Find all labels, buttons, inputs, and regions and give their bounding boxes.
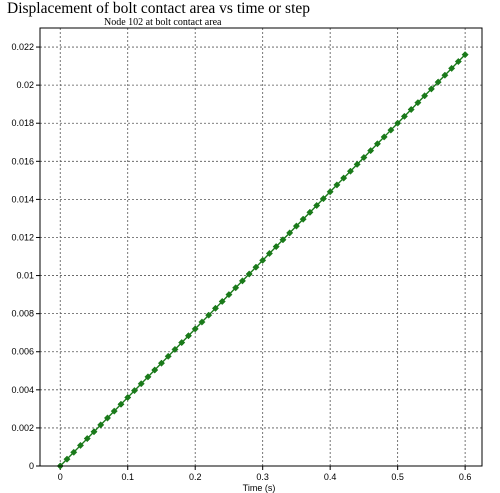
data-point	[373, 140, 381, 148]
data-point	[191, 325, 199, 333]
data-point	[394, 119, 402, 127]
data-point	[454, 57, 462, 66]
x-tick-label: 0.5	[391, 472, 404, 482]
data-point	[292, 222, 300, 230]
data-point	[232, 284, 240, 292]
y-tick-label: 0.002	[11, 423, 34, 433]
data-point	[225, 291, 233, 299]
y-tick-label: 0.016	[11, 156, 34, 166]
data-point	[245, 270, 253, 278]
data-point	[353, 160, 361, 168]
data-point	[346, 167, 354, 175]
data-point	[340, 174, 348, 182]
plot-frame	[39, 27, 483, 467]
y-tick-label: 0.022	[11, 42, 34, 52]
data-point	[272, 243, 280, 251]
y-tick-label: 0.006	[11, 347, 34, 357]
data-point	[151, 366, 159, 374]
data-point	[259, 256, 267, 264]
data-point	[306, 208, 314, 216]
data-point	[110, 407, 118, 415]
y-tick-label: 0	[29, 461, 34, 471]
data-point	[157, 359, 166, 367]
grid	[40, 28, 482, 467]
data-point	[103, 414, 112, 422]
data-point	[400, 112, 408, 120]
x-tick-label: 0	[58, 472, 63, 482]
data-point	[130, 387, 139, 395]
data-point	[367, 147, 375, 155]
chart-subtitle: Node 102 at bolt contact area	[104, 17, 222, 28]
data-point	[184, 332, 193, 340]
y-tick-label: 0.004	[11, 385, 34, 395]
data-point	[326, 188, 334, 196]
data-point	[211, 304, 220, 312]
data-point	[171, 345, 179, 354]
data-point	[124, 393, 132, 401]
data-point	[414, 99, 422, 107]
y-tick-label: 0.02	[16, 80, 34, 90]
y-tick-label: 0.014	[11, 194, 34, 204]
x-tick-label: 0.4	[324, 472, 337, 482]
data-point	[360, 153, 368, 162]
data-point	[76, 441, 85, 449]
y-tick-labels: 0 0.002 0.004 0.006 0.008 0.01 0.012 0.014 0.016…	[11, 42, 34, 471]
y-tick-label: 0.018	[11, 118, 34, 128]
y-tick-label: 0.01	[16, 271, 34, 281]
data-point	[441, 71, 449, 79]
data-point	[387, 126, 395, 134]
data-point	[218, 297, 226, 306]
y-tick-label: 0.012	[11, 232, 34, 242]
data-point	[137, 380, 145, 388]
data-point	[461, 51, 469, 59]
x-tick-labels: 0 0.1 0.2 0.3 0.4 0.5 0.6	[58, 472, 472, 482]
data-point	[286, 229, 294, 237]
data-point	[90, 428, 98, 436]
series	[56, 51, 469, 470]
data-point	[63, 455, 71, 463]
data-point	[198, 318, 206, 326]
data-point	[407, 105, 415, 114]
data-point	[164, 352, 172, 360]
data-point	[205, 311, 213, 319]
data-point	[178, 339, 186, 347]
ticks	[36, 46, 466, 470]
x-tick-label: 0.1	[121, 472, 134, 482]
data-point	[427, 85, 435, 93]
data-point	[333, 181, 341, 189]
data-point	[117, 400, 125, 408]
x-tick-label: 0.2	[189, 472, 202, 482]
data-point	[238, 277, 246, 285]
data-point	[319, 195, 327, 203]
x-axis-label: Time (s)	[243, 483, 276, 493]
data-point	[380, 133, 388, 141]
y-tick-label: 0.008	[11, 309, 34, 319]
x-tick-label: 0.6	[459, 472, 472, 482]
data-point	[421, 92, 429, 100]
data-point	[265, 249, 273, 258]
chart-title: Displacement of bolt contact area vs tim…	[7, 0, 310, 17]
data-point	[97, 421, 105, 429]
data-point	[83, 435, 91, 443]
data-point	[70, 448, 78, 456]
data-point	[299, 215, 307, 223]
data-point	[313, 201, 321, 210]
data-point	[434, 78, 442, 86]
data-point	[448, 64, 456, 72]
x-tick-label: 0.3	[256, 472, 269, 482]
data-point	[144, 373, 152, 381]
data-point	[279, 236, 287, 244]
data-point	[252, 263, 260, 271]
